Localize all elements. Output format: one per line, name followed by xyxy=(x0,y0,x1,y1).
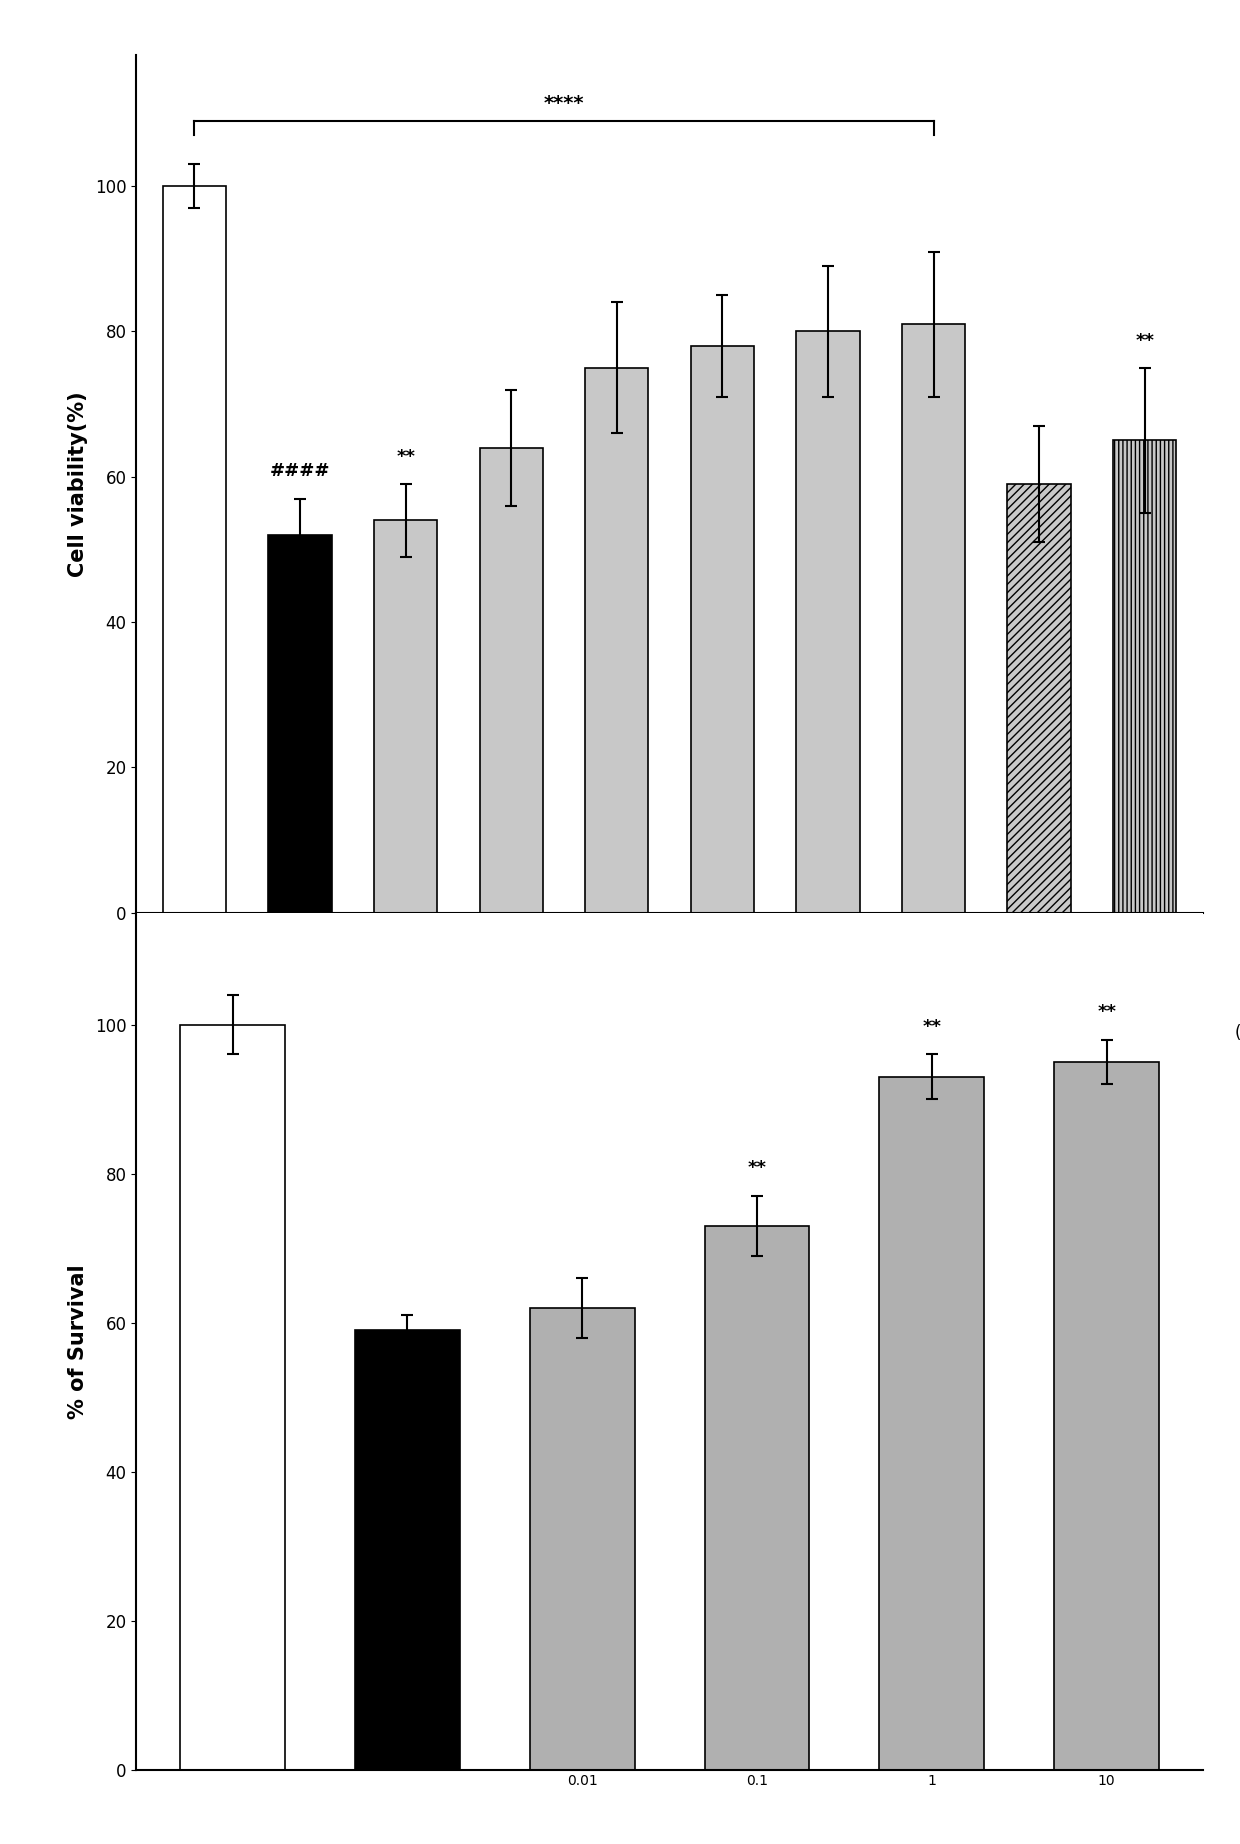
Bar xyxy=(585,367,649,913)
Bar xyxy=(1114,441,1177,913)
Text: (μM): (μM) xyxy=(1235,1023,1240,1042)
Bar xyxy=(480,448,543,913)
Bar xyxy=(162,186,226,913)
Text: **: ** xyxy=(1097,1003,1116,1022)
Bar xyxy=(901,325,965,913)
Bar xyxy=(1007,485,1071,913)
Bar xyxy=(374,520,438,913)
Bar xyxy=(268,535,332,913)
Text: ****: **** xyxy=(544,94,584,114)
Text: Eda: Eda xyxy=(1130,1084,1161,1103)
Text: **: ** xyxy=(1136,332,1154,350)
Bar xyxy=(1054,1062,1159,1770)
Text: T-006: T-006 xyxy=(646,1084,693,1103)
Text: ####: #### xyxy=(270,463,330,481)
Bar xyxy=(355,1330,460,1770)
Text: **: ** xyxy=(923,1018,941,1036)
Text: **: ** xyxy=(748,1160,766,1178)
Y-axis label: Cell viability(%): Cell viability(%) xyxy=(68,391,88,577)
Y-axis label: % of Survival: % of Survival xyxy=(68,1265,88,1418)
Bar xyxy=(879,1077,985,1770)
Bar xyxy=(529,1307,635,1770)
Bar xyxy=(180,1025,285,1770)
Text: TMP: TMP xyxy=(1022,1084,1056,1103)
Text: **: ** xyxy=(396,448,415,467)
Bar xyxy=(704,1226,810,1770)
Text: Control: Control xyxy=(160,1023,229,1042)
Text: 50 μM t-BHP: 50 μM t-BHP xyxy=(614,1152,725,1171)
Bar xyxy=(691,347,754,913)
Text: FIG. 6: FIG. 6 xyxy=(208,1239,286,1263)
Bar xyxy=(796,332,859,913)
